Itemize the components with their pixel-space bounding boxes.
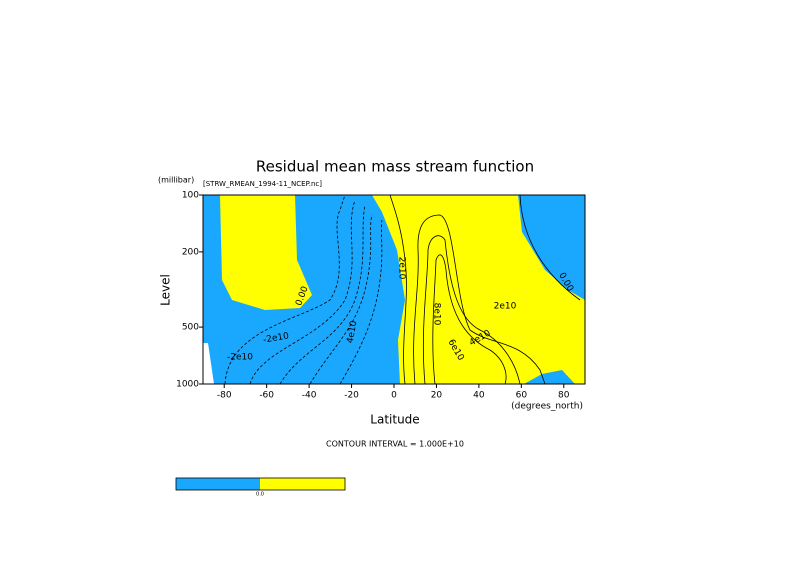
x-tick-label: 40 [473,391,485,401]
contour-label: 2e10 [397,257,407,280]
y-tick-label: 200 [182,247,199,257]
contour-line [519,194,581,301]
y-tick-label: 100 [182,191,199,201]
subtitle: [STRW_RMEAN_1994-11_NCEP.nc] [203,180,322,188]
contour-line [224,194,346,385]
x-label: Latitude [370,413,419,427]
y-tick-label: 500 [182,323,199,333]
x-tick-label: -40 [302,391,317,401]
y-tick-label: 1000 [176,380,199,390]
y-label: Level [159,274,173,306]
contour-label: 4e10 [346,320,360,344]
contour-line [279,204,366,385]
contour-line [339,219,383,385]
contour-line [309,214,373,385]
colorbar-negative [176,478,260,490]
contour-note: CONTOUR INTERVAL = 1.000E+10 [326,440,464,449]
plot-area: 0.00-2e102e104e106e108e100.002e10-2e104e… [203,194,585,385]
x-tick-label: 0 [391,391,397,401]
x-tick-label: 80 [558,391,570,401]
y-units: (millibar) [158,176,194,185]
contour-label: -2e10 [262,331,290,345]
contour-line [413,214,546,385]
x-tick-label: 60 [516,391,528,401]
colorbar-frame [175,477,346,491]
contour-line [422,235,521,385]
x-tick-label: -20 [344,391,359,401]
positive-region [372,195,585,384]
contour-label: -2e10 [227,353,253,363]
contour-label: 8e10 [432,303,442,326]
missing-region [203,343,214,384]
x-tick-label: -80 [217,391,232,401]
contour-label: 2e10 [494,302,517,312]
x-units: (degrees_north) [511,402,583,412]
x-tick-label: 20 [431,391,443,401]
contour-line [249,199,356,385]
colorbar-label: 0.0 [256,492,264,498]
positive-region [220,195,312,310]
contour-line [432,254,507,385]
chart-title: Residual mean mass stream function [256,158,534,176]
colorbar-positive [260,478,345,490]
x-tick-label: -60 [259,391,274,401]
contour-line [389,194,407,385]
